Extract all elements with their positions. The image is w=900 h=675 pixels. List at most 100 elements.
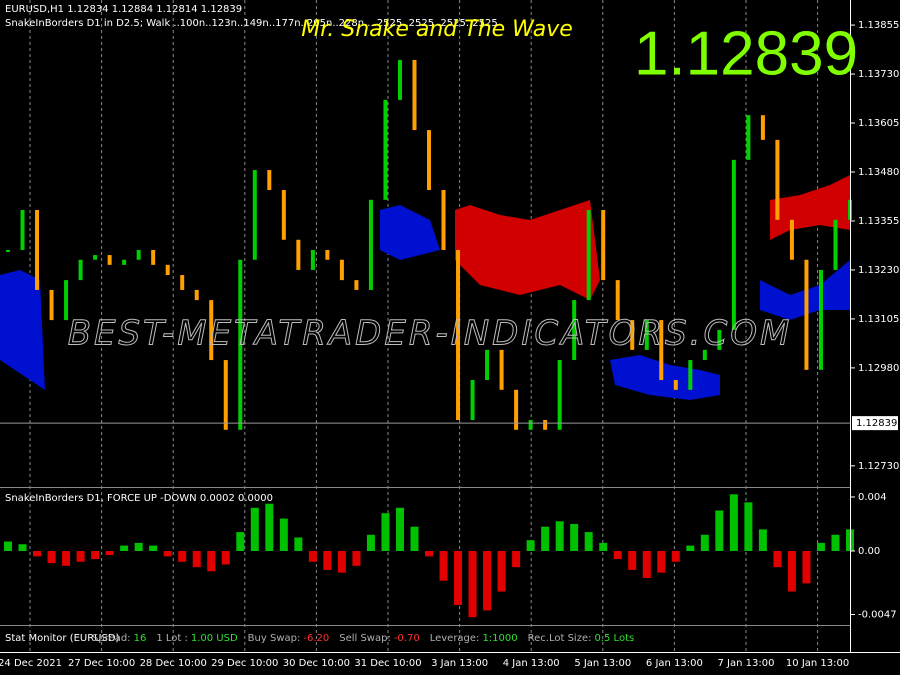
- osc-bar: [802, 550, 811, 584]
- big-price: 1.12839: [634, 19, 858, 88]
- candle: [78, 259, 83, 281]
- candle: [702, 349, 707, 361]
- osc-bar: [512, 550, 521, 568]
- stat-value: 0.5 Lots: [594, 633, 634, 644]
- candle: [49, 289, 54, 321]
- osc-bar: [686, 545, 695, 551]
- osc-bar: [613, 550, 622, 560]
- candle: [93, 255, 98, 260]
- candle: [64, 280, 69, 321]
- price-tick-label: 1.12980: [858, 363, 899, 374]
- price-tick-label: 1.13480: [858, 167, 899, 178]
- candle: [281, 190, 286, 240]
- time-label: 27 Dec 10:00: [68, 658, 135, 669]
- osc-bar: [584, 532, 593, 551]
- candle: [485, 349, 490, 381]
- osc-bar: [163, 550, 172, 557]
- osc-bar: [76, 550, 85, 562]
- candle: [20, 210, 25, 250]
- grid: [29, 0, 819, 652]
- osc-bar: [178, 550, 187, 562]
- candle: [194, 289, 199, 301]
- osc-bar: [744, 502, 753, 551]
- osc-bar: [352, 550, 361, 566]
- blue-band: [0, 270, 45, 390]
- osc-bar: [671, 550, 680, 562]
- osc-bar: [308, 550, 317, 562]
- blue-band: [610, 355, 720, 400]
- osc-bar: [497, 550, 506, 592]
- candle: [717, 329, 722, 350]
- price-tick-label: 1.13605: [858, 118, 899, 129]
- osc-bar: [207, 550, 216, 572]
- candle: [688, 360, 693, 390]
- candle: [354, 280, 359, 290]
- candle: [572, 300, 577, 361]
- time-label: 4 Jan 13:00: [503, 658, 560, 669]
- candle: [368, 199, 373, 290]
- osc-bar: [700, 534, 709, 551]
- price-tick-label: 1.13855: [858, 20, 899, 31]
- price-tick-label: 1.13730: [858, 69, 899, 80]
- candle: [731, 159, 736, 330]
- candle: [223, 360, 228, 430]
- price-tick-label: 1.13105: [858, 314, 899, 325]
- osc-bar: [483, 550, 492, 611]
- candle: [673, 380, 678, 390]
- chart-title: Mr. Snake and The Wave: [301, 17, 573, 42]
- candle: [310, 249, 315, 270]
- osc-bar: [337, 550, 346, 573]
- osc-bar: [192, 550, 201, 568]
- osc-bar: [149, 545, 158, 551]
- price-tick-label: 1.13230: [858, 265, 899, 276]
- current-price-label: 1.12839: [856, 418, 897, 429]
- stat-label: Buy Swap:: [248, 633, 301, 644]
- candle: [470, 380, 475, 421]
- candle: [296, 239, 301, 270]
- candle: [760, 115, 765, 140]
- osc-bar: [381, 513, 390, 551]
- osc-bar: [599, 542, 608, 551]
- time-label: 6 Jan 13:00: [646, 658, 703, 669]
- marks: [4, 59, 854, 618]
- osc-bar: [33, 550, 42, 557]
- osc-bar: [628, 550, 637, 570]
- candle: [412, 59, 417, 131]
- candle: [339, 259, 344, 281]
- candle: [456, 249, 461, 421]
- candle: [818, 269, 823, 370]
- candle: [499, 349, 504, 390]
- candle: [630, 320, 635, 350]
- osc-tick-label: 0.004: [858, 492, 887, 503]
- stat-label: 1 Lot :: [156, 633, 188, 644]
- candle: [659, 320, 664, 381]
- osc-bar: [468, 550, 477, 618]
- candle: [151, 249, 156, 265]
- osc-bar: [279, 518, 288, 551]
- candle: [383, 99, 388, 200]
- candle: [557, 360, 562, 430]
- osc-bar: [221, 550, 230, 565]
- osc-bar: [758, 529, 767, 551]
- oscillator-label: SnakeInBorders D1, FORCE UP -DOWN 0.0002…: [5, 493, 273, 504]
- osc-tick-label: 0.00: [858, 546, 880, 557]
- osc-bar: [410, 526, 419, 551]
- osc-bar: [657, 550, 666, 573]
- candle: [325, 249, 330, 260]
- candle: [586, 210, 591, 301]
- osc-bar: [265, 503, 274, 551]
- osc-bar: [642, 550, 651, 579]
- candle: [180, 275, 185, 290]
- blue-band: [380, 205, 440, 260]
- osc-bar: [250, 507, 259, 551]
- candle: [252, 170, 257, 260]
- osc-bar: [47, 550, 56, 564]
- osc-bar: [294, 537, 303, 551]
- candle: [528, 420, 533, 430]
- osc-bar: [18, 544, 27, 551]
- candle: [775, 139, 780, 220]
- candle: [165, 264, 170, 276]
- osc-bar: [787, 550, 796, 592]
